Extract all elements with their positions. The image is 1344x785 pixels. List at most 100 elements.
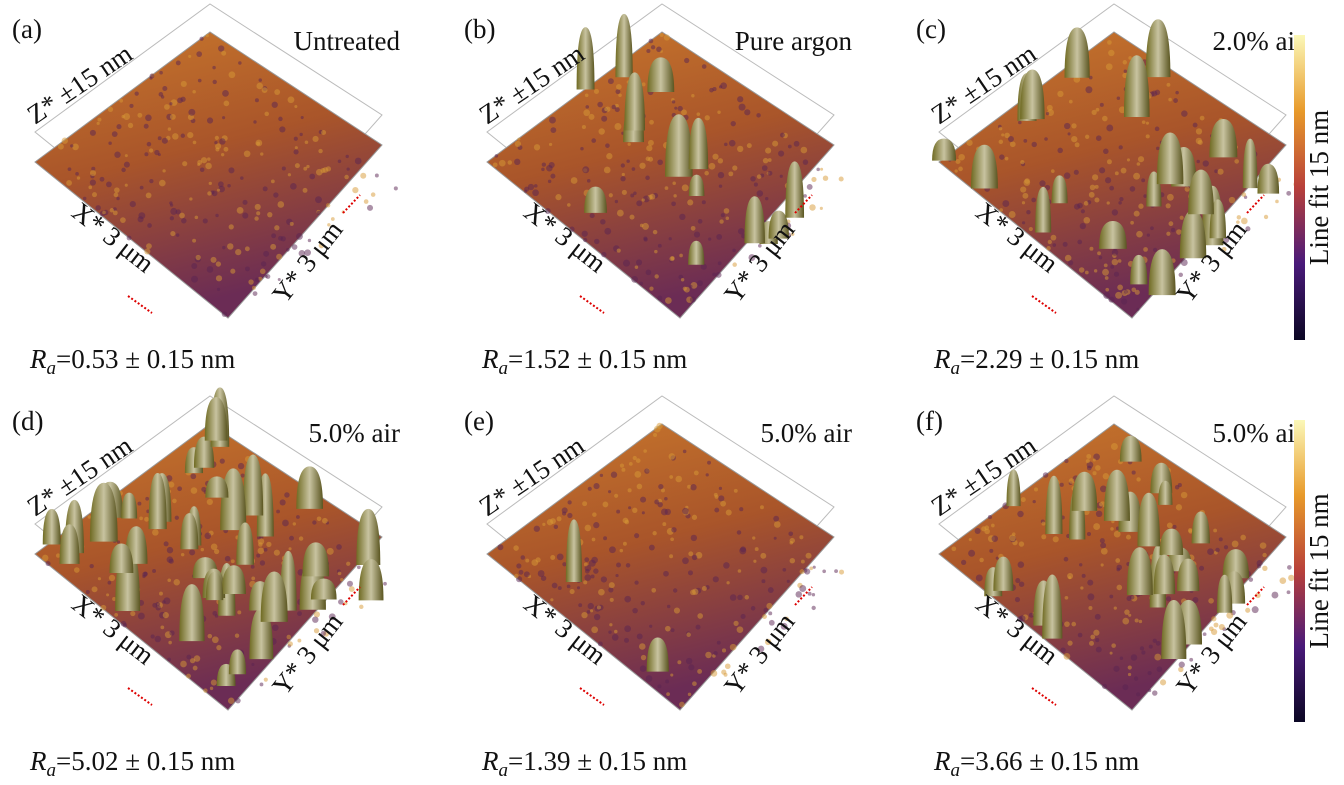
texture	[1068, 132, 1071, 135]
texture	[541, 576, 546, 581]
texture	[198, 79, 202, 83]
texture	[628, 143, 631, 146]
texture	[620, 464, 624, 468]
texture	[1094, 269, 1097, 272]
texture	[181, 134, 185, 138]
texture	[199, 37, 203, 41]
texture	[1138, 156, 1144, 162]
texture	[690, 297, 696, 303]
texture	[1057, 148, 1062, 153]
texture	[626, 159, 629, 162]
texture	[738, 569, 742, 573]
texture	[301, 116, 304, 119]
texture	[584, 562, 588, 566]
texture	[1043, 472, 1049, 478]
texture	[687, 199, 693, 205]
texture	[108, 141, 111, 144]
texture	[191, 474, 197, 480]
texture	[1143, 247, 1148, 252]
texture	[567, 513, 572, 518]
texture	[1029, 613, 1034, 618]
texture	[615, 200, 618, 203]
texture	[592, 538, 596, 542]
texture	[207, 499, 213, 505]
texture	[344, 175, 349, 180]
texture	[624, 596, 631, 603]
texture	[1115, 558, 1120, 563]
texture	[757, 190, 763, 196]
texture	[597, 102, 603, 108]
texture	[336, 544, 342, 550]
texture	[1102, 269, 1109, 276]
texture	[1026, 210, 1030, 214]
texture	[622, 173, 625, 176]
texture	[279, 126, 285, 132]
texture	[688, 693, 691, 696]
texture	[806, 553, 812, 559]
texture	[144, 124, 149, 129]
texture	[1136, 308, 1139, 311]
texture	[958, 167, 963, 172]
texture	[1071, 622, 1076, 627]
texture	[654, 250, 657, 253]
texture	[1020, 160, 1024, 164]
texture	[383, 582, 387, 586]
texture	[626, 563, 631, 568]
texture	[658, 244, 662, 248]
texture	[719, 184, 722, 187]
texture	[665, 186, 669, 190]
texture	[394, 186, 398, 190]
texture	[159, 592, 163, 596]
texture	[120, 217, 126, 223]
texture	[593, 483, 599, 489]
texture	[1115, 171, 1119, 175]
texture	[1118, 201, 1121, 204]
texture	[1101, 563, 1104, 566]
texture	[588, 603, 594, 609]
texture	[1109, 186, 1114, 191]
texture	[114, 152, 120, 158]
texture	[550, 174, 555, 179]
texture	[633, 192, 637, 196]
texture	[684, 58, 689, 63]
texture	[142, 572, 147, 577]
panel: (c)2.0% airZ* ±15 nmX* 3 μmY* 3 μmRa=2.2…	[916, 4, 1304, 379]
texture	[309, 174, 315, 180]
texture	[765, 197, 768, 200]
texture	[1102, 684, 1107, 689]
texture	[788, 531, 793, 536]
panel-label: (e)	[464, 406, 494, 436]
texture	[168, 127, 171, 130]
texture	[632, 608, 638, 614]
texture	[140, 186, 144, 190]
texture	[604, 107, 608, 111]
texture	[642, 511, 645, 514]
texture	[312, 520, 316, 524]
texture	[287, 635, 292, 640]
texture	[227, 243, 233, 249]
texture	[1156, 147, 1160, 151]
texture	[718, 261, 722, 265]
texture	[1085, 86, 1092, 93]
texture	[1147, 234, 1150, 237]
texture	[639, 643, 646, 650]
texture	[1064, 123, 1070, 129]
texture	[697, 112, 701, 116]
texture	[1021, 497, 1026, 502]
texture	[532, 189, 539, 196]
texture	[643, 449, 647, 453]
texture	[1166, 203, 1171, 208]
texture	[772, 141, 778, 147]
figure: (a)UntreatedZ* ±15 nmX* 3 μmY* 3 μmRa=0.…	[0, 0, 1344, 785]
texture	[241, 474, 245, 478]
texture	[262, 87, 268, 93]
texture	[1288, 575, 1294, 581]
texture	[1093, 458, 1096, 461]
texture	[728, 171, 733, 176]
texture	[682, 184, 689, 191]
texture	[669, 237, 672, 240]
texture	[240, 176, 243, 179]
texture	[162, 600, 165, 603]
texture	[191, 276, 198, 283]
texture	[671, 201, 676, 206]
